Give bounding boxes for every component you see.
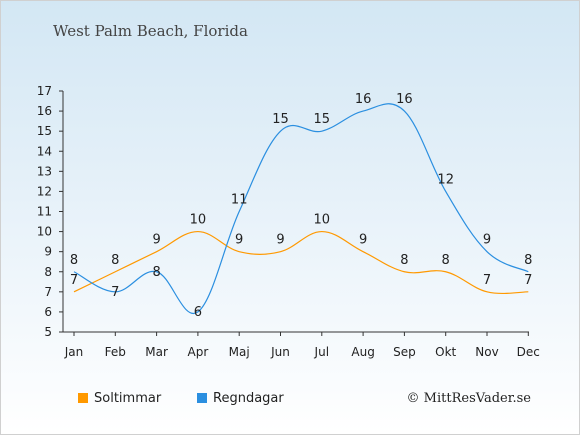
- x-tick-label: Sep: [393, 345, 416, 359]
- data-label-rain: 12: [437, 172, 454, 187]
- y-tick-label: 12: [37, 184, 52, 198]
- x-tick-label: Jan: [64, 345, 84, 359]
- data-label-sun: 10: [314, 213, 331, 228]
- data-label-sun: 7: [524, 273, 532, 288]
- data-label-rain: 16: [355, 92, 372, 107]
- y-tick-label: 13: [37, 164, 52, 178]
- legend-swatch-sun: [78, 393, 88, 403]
- x-tick-label: Maj: [229, 345, 250, 359]
- data-label-rain: 15: [314, 112, 331, 127]
- chart-title: West Palm Beach, Florida: [53, 22, 248, 40]
- y-tick-label: 8: [44, 265, 52, 279]
- y-tick-label: 17: [37, 84, 52, 98]
- data-label-sun: 7: [483, 273, 491, 288]
- data-label-rain: 8: [152, 265, 160, 280]
- data-label-rain: 16: [396, 92, 413, 107]
- x-tick-label: Nov: [475, 345, 498, 359]
- copyright: © MittResVader.se: [406, 391, 531, 406]
- data-label-rain: 6: [194, 305, 202, 320]
- data-label-rain: 8: [524, 253, 532, 268]
- y-tick-label: 11: [37, 205, 52, 219]
- x-tick-label: Jun: [270, 345, 290, 359]
- data-label-sun: 8: [400, 253, 408, 268]
- series-line-sun: [73, 230, 529, 295]
- y-tick-label: 10: [37, 225, 52, 239]
- series-line-rain: [73, 103, 529, 315]
- x-tick-label: Aug: [351, 345, 374, 359]
- data-label-sun: 9: [276, 233, 284, 248]
- x-tick-label: Apr: [188, 345, 209, 359]
- x-tick-label: Okt: [435, 345, 456, 359]
- x-tick-label: Feb: [105, 345, 126, 359]
- data-label-sun: 9: [235, 233, 243, 248]
- legend-item-sun: Soltimmar: [78, 391, 161, 406]
- data-label-sun: 8: [442, 253, 450, 268]
- legend-swatch-rain: [197, 393, 207, 403]
- y-tick-label: 7: [44, 285, 52, 299]
- data-label-sun: 9: [152, 233, 160, 248]
- y-tick-label: 14: [37, 144, 52, 158]
- y-tick-label: 16: [37, 104, 52, 118]
- legend-label-rain: Regndagar: [213, 391, 284, 406]
- data-label-sun: 8: [111, 253, 119, 268]
- legend-item-rain: Regndagar: [197, 391, 284, 406]
- y-tick-label: 15: [37, 124, 52, 138]
- y-tick-label: 5: [44, 325, 52, 339]
- x-tick-label: Mar: [145, 345, 168, 359]
- y-tick-label: 9: [44, 245, 52, 259]
- x-tick-label: Dec: [517, 345, 540, 359]
- data-label-rain: 7: [111, 285, 119, 300]
- data-label-sun: 7: [70, 273, 78, 288]
- y-tick-label: 6: [44, 305, 52, 319]
- data-label-rain: 15: [272, 112, 289, 127]
- data-label-sun: 9: [359, 233, 367, 248]
- legend-label-sun: Soltimmar: [94, 391, 162, 406]
- data-label-sun: 10: [190, 213, 207, 228]
- data-label-rain: 9: [483, 233, 491, 248]
- data-label-rain: 8: [70, 253, 78, 268]
- data-label-rain: 11: [231, 193, 248, 208]
- x-tick-label: Jul: [314, 345, 329, 359]
